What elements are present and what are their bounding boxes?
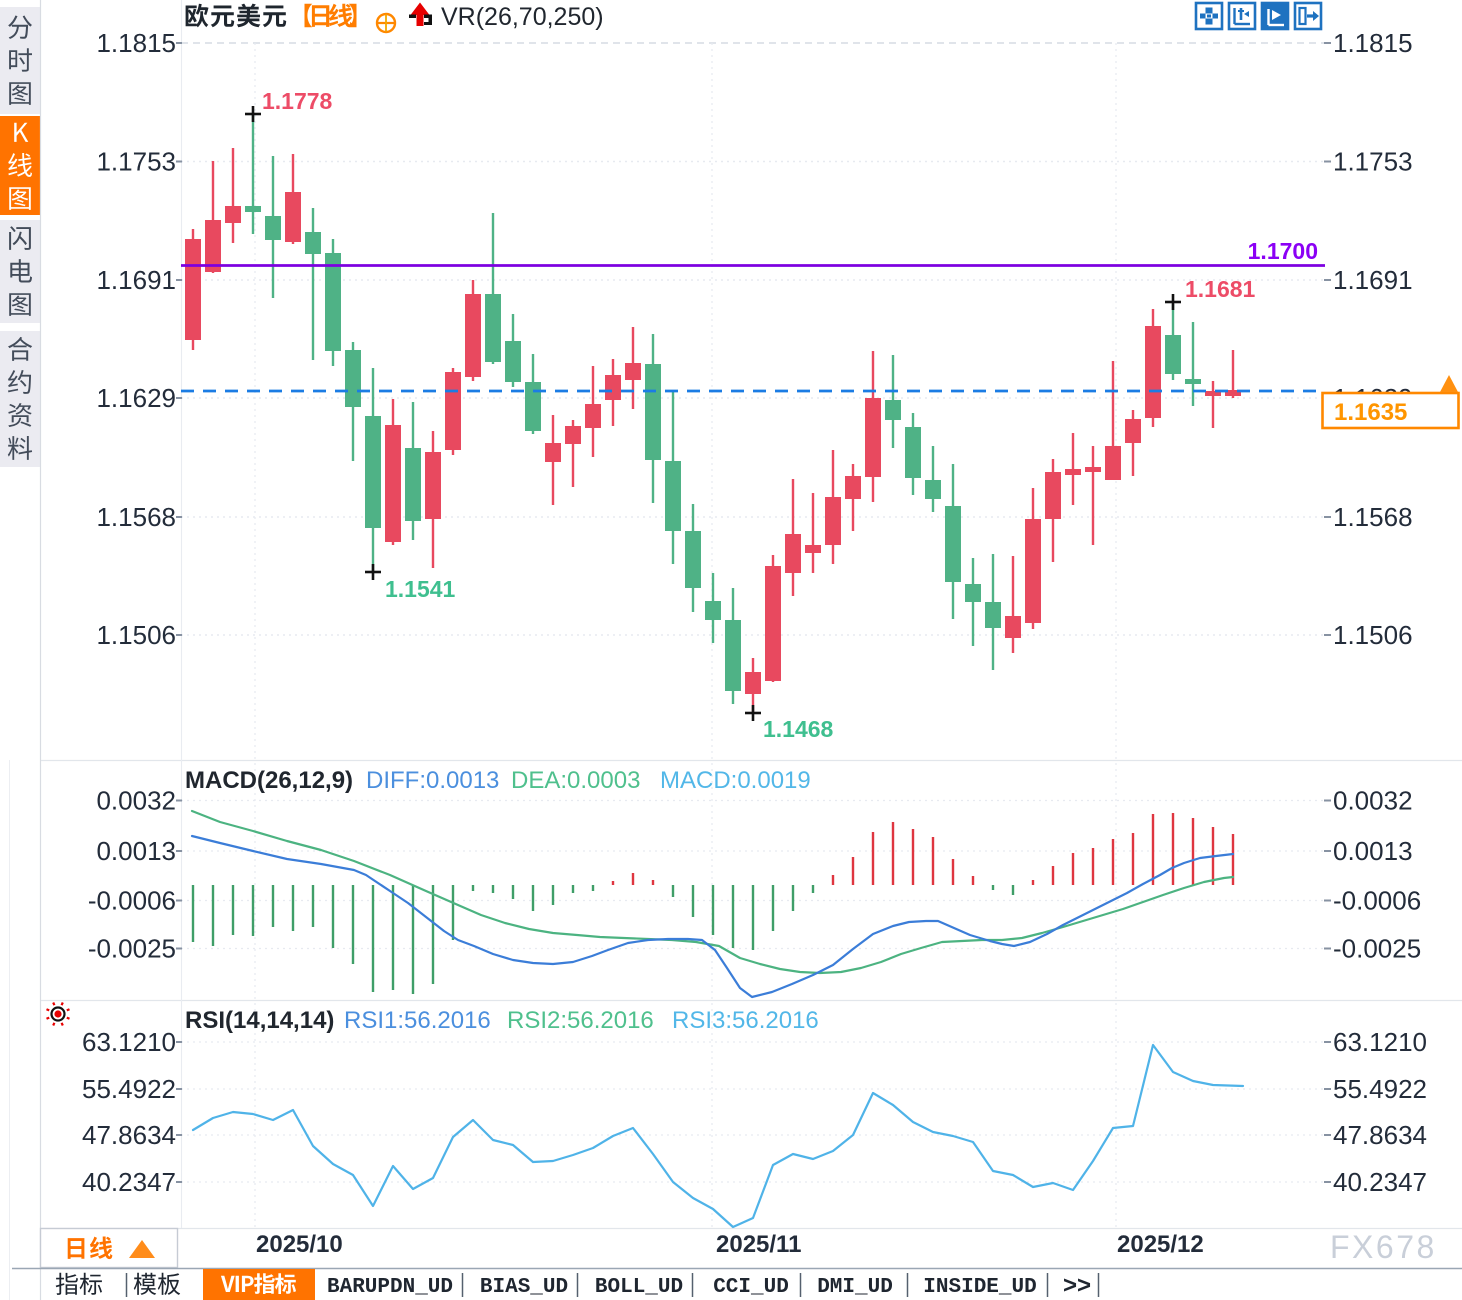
svg-text:1.1681: 1.1681	[1185, 276, 1256, 302]
svg-text:40.2347: 40.2347	[1333, 1167, 1427, 1197]
svg-text:0.0032: 0.0032	[96, 786, 176, 816]
svg-text:1.1568: 1.1568	[96, 502, 176, 532]
svg-text:0.0032: 0.0032	[1333, 786, 1413, 816]
svg-text:1.1700: 1.1700	[1248, 238, 1318, 264]
svg-text:BOLL_UD: BOLL_UD	[595, 1276, 683, 1299]
svg-text:INSIDE_UD: INSIDE_UD	[923, 1276, 1036, 1299]
svg-text:63.1210: 63.1210	[82, 1027, 176, 1057]
svg-text:1.1506: 1.1506	[96, 620, 176, 650]
svg-text:BIAS_UD: BIAS_UD	[480, 1276, 568, 1299]
svg-text:1.1815: 1.1815	[1333, 28, 1413, 58]
svg-text:2025/12: 2025/12	[1117, 1231, 1204, 1258]
svg-text:1.1753: 1.1753	[96, 147, 176, 177]
svg-text:CCI_UD: CCI_UD	[713, 1276, 789, 1299]
svg-text:1.1691: 1.1691	[1333, 265, 1413, 295]
svg-text:1.1468: 1.1468	[763, 716, 834, 742]
svg-text:1.1815: 1.1815	[96, 28, 176, 58]
svg-text:FX678: FX678	[1330, 1229, 1437, 1265]
svg-text:VR(26,70,250): VR(26,70,250)	[441, 3, 604, 31]
svg-text:47.8634: 47.8634	[82, 1120, 176, 1150]
svg-text:DMI_UD: DMI_UD	[817, 1276, 893, 1299]
svg-text:1.1541: 1.1541	[385, 576, 456, 602]
svg-text:1.1629: 1.1629	[96, 383, 176, 413]
svg-text:55.4922: 55.4922	[1333, 1074, 1427, 1104]
svg-text:DIFF:0.0013: DIFF:0.0013	[366, 767, 499, 794]
svg-text:1.1635: 1.1635	[1334, 399, 1407, 426]
svg-text:0.0013: 0.0013	[1333, 836, 1413, 866]
svg-text:-0.0006: -0.0006	[1333, 886, 1421, 916]
svg-text:1.1778: 1.1778	[262, 88, 333, 114]
svg-text:MACD(26,12,9): MACD(26,12,9)	[185, 767, 353, 794]
svg-text:-0.0025: -0.0025	[88, 934, 176, 964]
svg-text:1.1568: 1.1568	[1333, 502, 1413, 532]
svg-text:RSI2:56.2016: RSI2:56.2016	[507, 1007, 654, 1034]
svg-text:BARUPDN_UD: BARUPDN_UD	[327, 1276, 453, 1299]
svg-text:2025/11: 2025/11	[716, 1231, 801, 1258]
svg-text:-0.0025: -0.0025	[1333, 934, 1421, 964]
svg-text:63.1210: 63.1210	[1333, 1027, 1427, 1057]
svg-text:2025/10: 2025/10	[256, 1231, 343, 1258]
svg-text:0.0013: 0.0013	[96, 836, 176, 866]
svg-text:DEA:0.0003: DEA:0.0003	[511, 767, 640, 794]
svg-text:>>: >>	[1063, 1272, 1091, 1299]
svg-text:RSI3:56.2016: RSI3:56.2016	[672, 1007, 819, 1034]
svg-text:RSI1:56.2016: RSI1:56.2016	[344, 1007, 491, 1034]
svg-text:55.4922: 55.4922	[82, 1074, 176, 1104]
svg-text:40.2347: 40.2347	[82, 1167, 176, 1197]
svg-text:47.8634: 47.8634	[1333, 1120, 1427, 1150]
svg-text:1.1691: 1.1691	[96, 265, 176, 295]
svg-text:1.1506: 1.1506	[1333, 620, 1413, 650]
svg-text:MACD:0.0019: MACD:0.0019	[660, 767, 811, 794]
svg-text:RSI(14,14,14): RSI(14,14,14)	[185, 1007, 334, 1034]
svg-text:1.1753: 1.1753	[1333, 147, 1413, 177]
svg-text:-0.0006: -0.0006	[88, 886, 176, 916]
